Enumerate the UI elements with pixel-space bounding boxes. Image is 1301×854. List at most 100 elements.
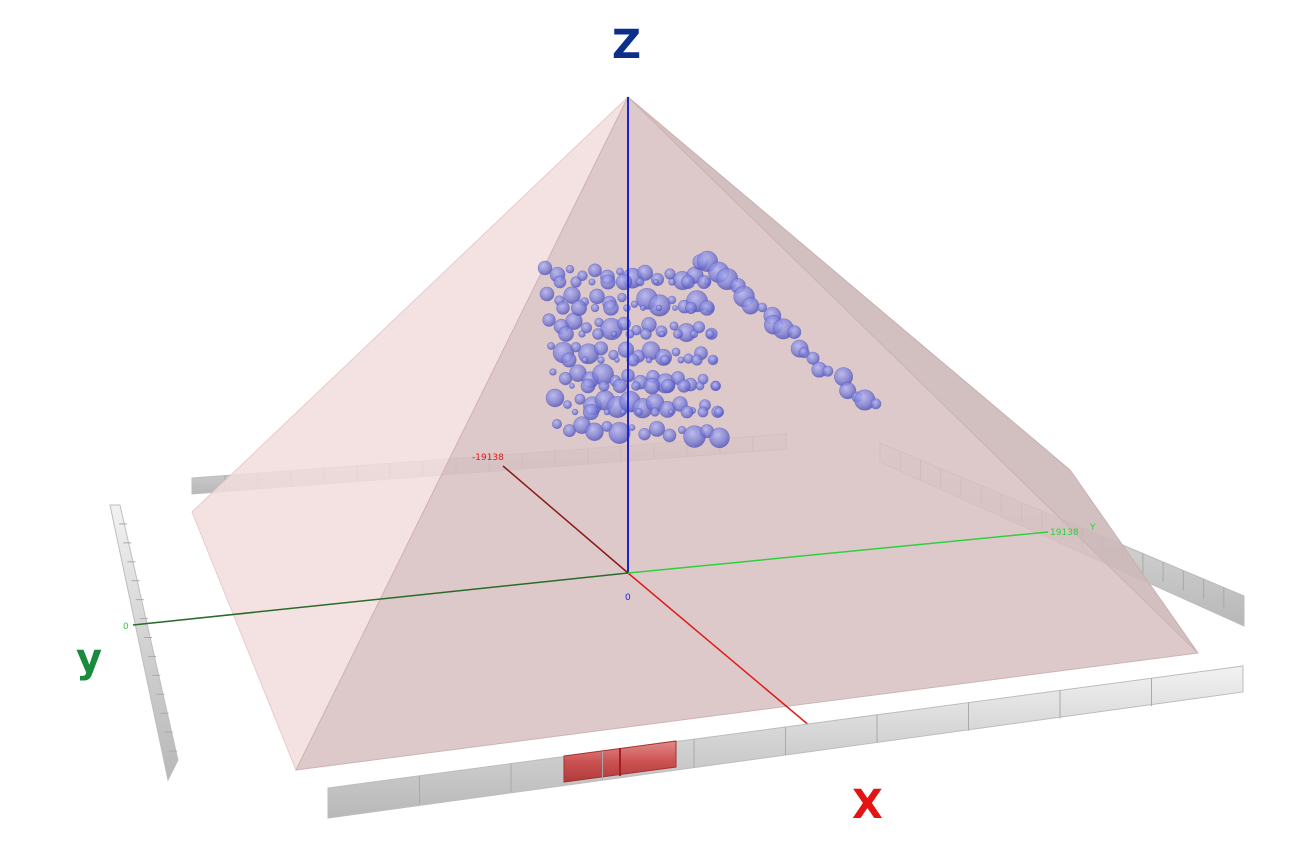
y-tick-axis-letter: Y <box>1089 523 1096 533</box>
data-sphere <box>684 301 698 315</box>
data-sphere <box>697 406 709 418</box>
data-sphere <box>705 329 715 339</box>
data-sphere <box>582 403 600 421</box>
data-sphere <box>600 274 616 290</box>
data-sphere <box>558 326 574 342</box>
data-sphere <box>590 303 600 313</box>
data-sphere <box>713 406 725 418</box>
data-sphere <box>585 422 604 441</box>
data-sphere <box>617 292 627 303</box>
data-sphere <box>635 277 645 287</box>
data-sphere <box>757 302 768 313</box>
data-sphere <box>574 393 586 405</box>
data-sphere <box>640 328 652 340</box>
data-sphere <box>563 400 572 409</box>
data-sphere <box>539 286 555 302</box>
data-sphere <box>677 379 691 393</box>
data-sphere <box>798 347 810 359</box>
data-sphere <box>653 279 659 285</box>
data-sphere <box>672 305 678 311</box>
data-sphere <box>636 264 654 281</box>
data-sphere <box>578 330 586 338</box>
data-sphere <box>635 408 643 416</box>
data-sphere <box>619 408 627 416</box>
data-sphere <box>639 304 647 312</box>
origin-label: 0 <box>625 593 631 603</box>
data-sphere <box>680 274 696 290</box>
axes <box>132 97 1049 749</box>
data-sphere <box>589 288 605 305</box>
data-sphere <box>556 301 570 315</box>
data-sphere <box>638 428 651 441</box>
data-sphere <box>588 278 596 286</box>
data-sphere <box>581 356 589 364</box>
data-sphere <box>612 378 628 394</box>
data-sphere <box>598 380 610 392</box>
data-sphere <box>580 378 596 394</box>
y-axis-line-right <box>627 531 1049 574</box>
scale-bar-front <box>327 665 1244 819</box>
data-sphere <box>592 328 604 340</box>
data-sphere <box>545 388 565 408</box>
data-sphere <box>580 322 593 334</box>
y-axis-title: y <box>76 636 102 682</box>
data-sphere <box>631 381 641 391</box>
data-sphere <box>673 329 683 339</box>
data-sphere <box>608 422 631 444</box>
scale-bar-left <box>109 504 179 782</box>
data-sphere <box>658 330 666 338</box>
data-sphere <box>709 427 730 449</box>
data-sphere <box>542 313 556 327</box>
data-sphere <box>668 409 674 415</box>
x-axis-line <box>627 572 837 749</box>
data-sphere <box>660 378 676 394</box>
data-sphere <box>614 357 620 363</box>
data-sphere <box>547 342 555 350</box>
data-sphere <box>699 300 715 316</box>
data-sphere <box>662 428 677 443</box>
data-sphere <box>822 365 834 377</box>
y-tick-label-right: 19138 <box>1050 528 1079 538</box>
data-sphere <box>870 398 882 410</box>
data-sphere <box>563 286 581 304</box>
pyramid <box>191 96 1200 772</box>
pyramid-front-face <box>295 96 1200 771</box>
data-sphere <box>615 273 633 291</box>
data-sphere <box>839 382 857 400</box>
data-sphere <box>551 418 563 430</box>
data-sphere <box>741 297 760 315</box>
data-sphere <box>626 353 640 367</box>
data-sphere <box>549 368 557 376</box>
data-sphere <box>667 295 677 305</box>
data-sphere <box>787 325 802 339</box>
data-sphere <box>806 351 820 365</box>
data-sphere <box>668 278 676 286</box>
data-sphere <box>553 275 567 289</box>
data-sphere <box>677 356 685 364</box>
data-sphere <box>597 356 605 364</box>
data-sphere <box>569 383 575 389</box>
data-sphere <box>650 407 660 417</box>
data-sphere <box>649 420 665 437</box>
data-sphere <box>603 408 611 416</box>
y-tick-label-left: 0 <box>123 622 129 632</box>
x-axis-line-back <box>502 465 629 574</box>
data-sphere <box>711 381 721 391</box>
data-sphere <box>669 321 679 331</box>
data-sphere <box>571 408 579 416</box>
data-sphere <box>691 354 703 366</box>
data-sphere <box>689 329 699 339</box>
data-sphere <box>645 356 653 364</box>
data-sphere <box>570 276 582 288</box>
x-axis-title: X <box>852 782 883 828</box>
data-sphere <box>537 260 553 276</box>
data-sphere <box>593 341 609 356</box>
data-sphere <box>692 321 706 334</box>
data-sphere <box>695 381 705 391</box>
data-sphere <box>643 377 661 395</box>
data-sphere <box>603 300 619 316</box>
data-sphere <box>707 354 719 366</box>
data-sphere <box>565 264 575 274</box>
data-sphere <box>570 299 588 317</box>
